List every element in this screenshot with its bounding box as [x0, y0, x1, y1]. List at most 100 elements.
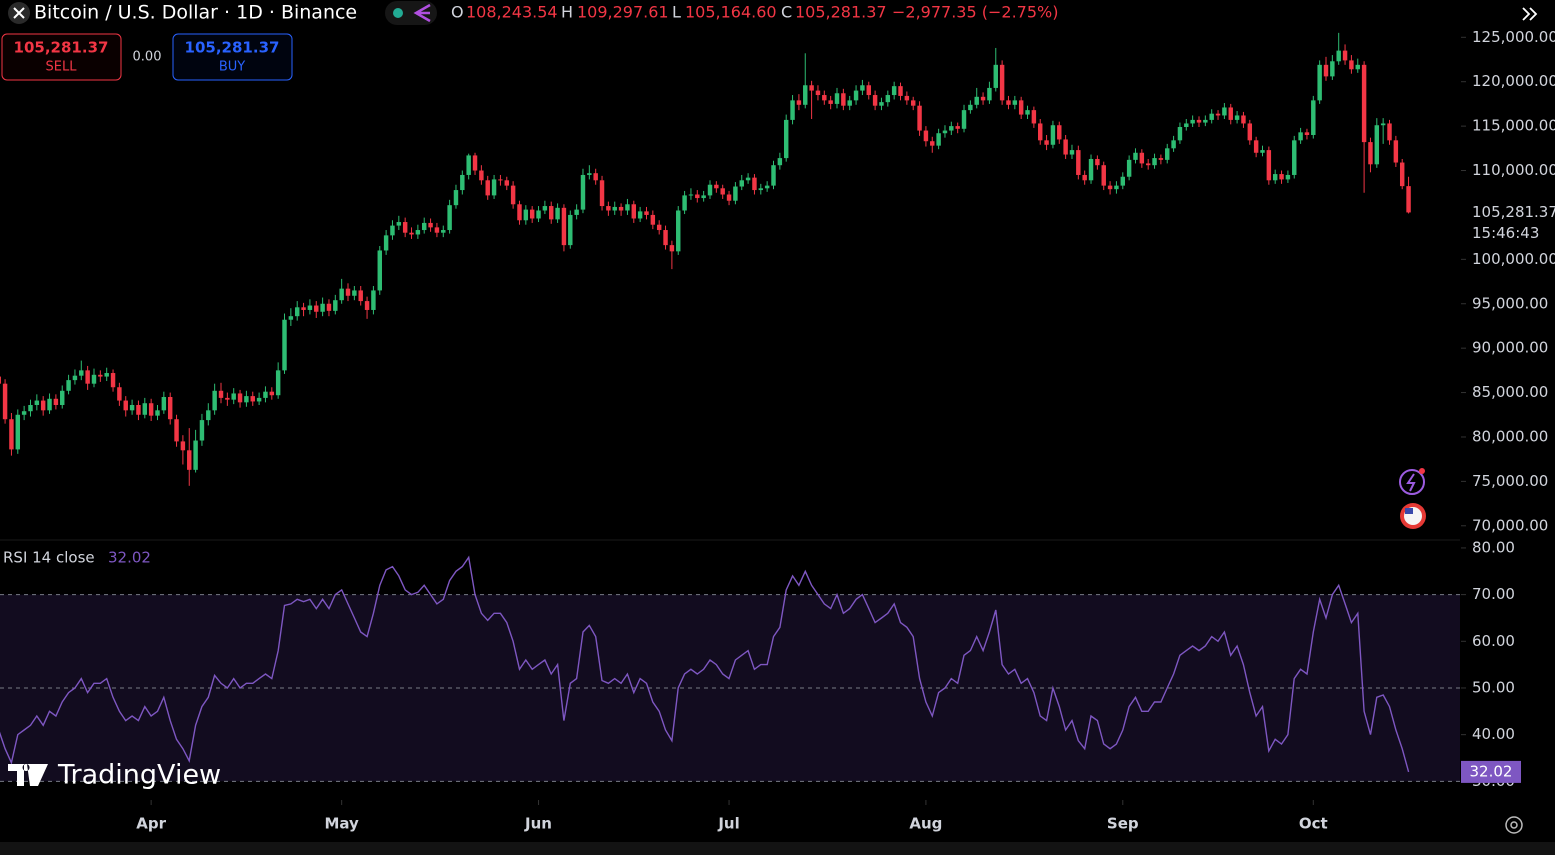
candle-body — [1228, 107, 1233, 120]
candle-body — [752, 177, 757, 191]
candle-body — [879, 102, 884, 106]
settings-icon[interactable] — [1505, 816, 1523, 834]
candle-body — [549, 206, 554, 220]
candle-body — [1241, 115, 1246, 124]
candle-body — [587, 173, 592, 175]
candle-body — [1368, 142, 1373, 165]
data-icon — [413, 3, 431, 23]
candle-body — [809, 85, 814, 91]
candle-body — [847, 100, 852, 106]
candle-body — [682, 195, 687, 211]
candle-body — [663, 230, 668, 246]
y-tick-label: 120,000.00 — [1472, 72, 1555, 90]
candle-body — [1038, 123, 1043, 141]
candle-body — [352, 290, 357, 296]
candle-body — [1190, 119, 1195, 124]
candle-body — [1082, 174, 1087, 181]
candle-body — [275, 370, 281, 396]
candle-body — [402, 222, 408, 233]
candle-body — [1139, 152, 1145, 164]
y-tick-label: 125,000.00 — [1472, 28, 1555, 46]
candle-body — [441, 230, 446, 233]
candle-body — [707, 184, 713, 196]
candle-body — [1279, 174, 1284, 180]
candle-body — [1044, 140, 1049, 145]
low-key: L — [672, 3, 681, 22]
candle-body — [466, 155, 471, 175]
candle-body — [1342, 50, 1348, 61]
candle-body — [307, 305, 313, 310]
candle-body — [803, 85, 808, 105]
x-tick-label: Oct — [1299, 815, 1328, 833]
candle-body — [1387, 123, 1392, 141]
candle-body — [460, 174, 465, 191]
close-value: 105,281.37 — [795, 3, 887, 22]
candle-body — [1018, 100, 1024, 115]
candle-body — [53, 398, 59, 405]
sell-button[interactable] — [1, 33, 122, 81]
candle-body — [1317, 64, 1322, 101]
candle-body — [1253, 140, 1259, 153]
assistant-icon[interactable] — [1399, 469, 1425, 495]
candle-body — [371, 290, 376, 310]
candle-body — [1158, 158, 1164, 160]
candle-body — [294, 307, 300, 317]
y-tick-label: 80.00 — [1472, 538, 1515, 556]
x-tick-label: Aug — [909, 815, 942, 833]
x-tick-label: May — [324, 815, 359, 833]
candle-body — [656, 224, 662, 231]
candle-body — [1336, 50, 1341, 62]
candle-body — [34, 400, 40, 405]
candle-body — [1234, 115, 1240, 120]
candle-body — [434, 227, 440, 233]
candle-body — [771, 165, 776, 186]
candle-body — [1114, 185, 1119, 190]
candle-body — [580, 174, 586, 210]
x-tick-label: Jul — [717, 815, 739, 833]
rsi-line — [0, 555, 1410, 773]
candle-body — [974, 96, 979, 105]
candle-body — [218, 390, 224, 398]
sell-price: 105,281.37 — [14, 39, 109, 57]
candle-body — [853, 90, 859, 101]
candle-body — [174, 419, 179, 442]
low-value: 105,164.60 — [685, 3, 777, 22]
candle-body — [796, 100, 802, 105]
expand-icon[interactable] — [1522, 7, 1538, 21]
candle-body — [66, 380, 71, 391]
candle-body — [421, 222, 427, 231]
candle-body — [1069, 150, 1075, 155]
candle-body — [206, 410, 211, 421]
candle-body — [917, 105, 922, 131]
y-tick-label: 80,000.00 — [1472, 427, 1548, 445]
candle-body — [949, 126, 954, 131]
y-tick-label: 95,000.00 — [1472, 294, 1548, 312]
candle-body — [9, 419, 14, 450]
y-tick-label: 70,000.00 — [1472, 516, 1548, 534]
settings-hub — [1510, 821, 1518, 829]
candle-body — [1298, 132, 1303, 141]
candle-body — [180, 441, 186, 451]
candle-body — [237, 393, 243, 403]
candle-body — [1145, 163, 1151, 166]
buy-button[interactable] — [172, 33, 293, 81]
candle-body — [1215, 113, 1221, 116]
candle-body — [1152, 158, 1157, 166]
candle-body — [866, 85, 871, 96]
candle-body — [714, 184, 719, 189]
candle-body — [85, 370, 90, 384]
candle-body — [904, 95, 910, 101]
candle-body — [631, 204, 637, 219]
candle-body — [269, 391, 275, 396]
candle-body — [1076, 150, 1081, 175]
candle-body — [1203, 119, 1208, 123]
candle-body — [529, 209, 535, 219]
candle-body — [28, 405, 33, 412]
candle-body — [358, 290, 363, 302]
candle-body — [999, 64, 1005, 101]
candle-body — [599, 180, 605, 207]
candle-body — [1361, 64, 1367, 143]
candle-body — [650, 214, 656, 225]
candle-body — [161, 397, 167, 411]
candle-body — [872, 95, 878, 106]
